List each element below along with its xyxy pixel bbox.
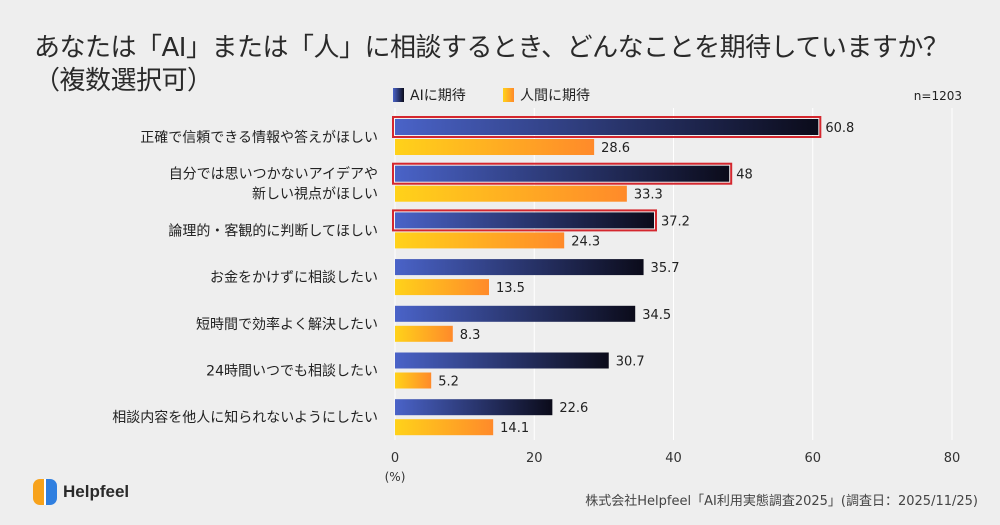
data-label-ai: 35.7 bbox=[651, 261, 680, 276]
category-label: 自分では思いつかないアイデアや bbox=[169, 166, 378, 183]
bar-ai bbox=[395, 119, 819, 135]
data-label-human: 8.3 bbox=[460, 328, 481, 343]
helpfeel-logo: Helpfeel bbox=[33, 479, 129, 505]
data-label-human: 14.1 bbox=[500, 421, 529, 436]
category-label: 短時間で効率よく解決したい bbox=[196, 316, 378, 333]
highlight-box bbox=[392, 209, 658, 232]
x-tick-label: 20 bbox=[526, 451, 543, 466]
bar-human bbox=[395, 372, 432, 389]
category-label: 24時間いつでも相談したい bbox=[206, 364, 378, 380]
sample-size: n=1203 bbox=[914, 89, 962, 103]
brand-name: Helpfeel bbox=[63, 482, 130, 501]
data-label-human: 13.5 bbox=[496, 281, 525, 296]
legend-label-ai: AIに期待 bbox=[410, 88, 466, 104]
data-label-ai: 22.6 bbox=[559, 401, 588, 416]
bar-human bbox=[395, 139, 595, 155]
x-tick-label: 80 bbox=[944, 451, 961, 466]
category-label: お金をかけずに相談したい bbox=[210, 270, 378, 286]
data-label-ai: 60.8 bbox=[825, 121, 854, 136]
x-tick-label: 40 bbox=[665, 451, 682, 466]
bar-human bbox=[395, 232, 565, 249]
bar-human bbox=[395, 279, 489, 296]
data-label-ai: 37.2 bbox=[661, 214, 690, 229]
title-line-1: あなたは「AI」または「人」に相談するとき、どんなことを期待していますか？ bbox=[34, 33, 949, 63]
x-tick-label: 60 bbox=[804, 451, 821, 466]
bar-ai bbox=[395, 399, 553, 416]
data-label-human: 5.2 bbox=[438, 375, 459, 390]
title-line-2: （複数選択可） bbox=[34, 66, 213, 96]
legend-swatch-human bbox=[503, 88, 514, 102]
chart-title: あなたは「AI」または「人」に相談するとき、どんなことを期待していますか？ （複… bbox=[34, 32, 949, 98]
legend-label-human: 人間に期待 bbox=[520, 88, 590, 104]
helpfeel-logo-icon bbox=[33, 479, 57, 505]
x-axis-label: (%) bbox=[385, 470, 406, 484]
data-label-human: 28.6 bbox=[601, 141, 630, 156]
legend-swatch-ai bbox=[393, 88, 404, 102]
bar-human bbox=[395, 419, 494, 436]
data-label-ai: 34.5 bbox=[642, 308, 671, 323]
category-label: 論理的・客観的に判断してほしい bbox=[168, 222, 378, 239]
data-label-human: 24.3 bbox=[571, 234, 600, 249]
bar-ai bbox=[395, 305, 636, 322]
highlight-box bbox=[392, 162, 733, 185]
data-label-human: 33.3 bbox=[634, 188, 663, 203]
x-tick-label: 0 bbox=[391, 451, 399, 466]
data-label-ai: 48 bbox=[736, 168, 753, 183]
highlight-box bbox=[392, 116, 822, 138]
category-label: 相談内容を他人に知られないようにしたい bbox=[112, 409, 378, 426]
bar-ai bbox=[395, 259, 644, 276]
bar-ai bbox=[395, 212, 655, 229]
bar-ai bbox=[395, 352, 609, 369]
bar-human bbox=[395, 325, 453, 342]
bar-ai bbox=[395, 165, 730, 182]
data-label-ai: 30.7 bbox=[616, 355, 645, 370]
source-note: 株式会社Helpfeel「AI利用実態調査2025」(調査日：2025/11/2… bbox=[585, 494, 978, 509]
category-label: 新しい視点がほしい bbox=[252, 187, 378, 203]
category-label: 正確で信頼できる情報や答えがほしい bbox=[140, 129, 378, 146]
bar-human bbox=[395, 185, 627, 202]
